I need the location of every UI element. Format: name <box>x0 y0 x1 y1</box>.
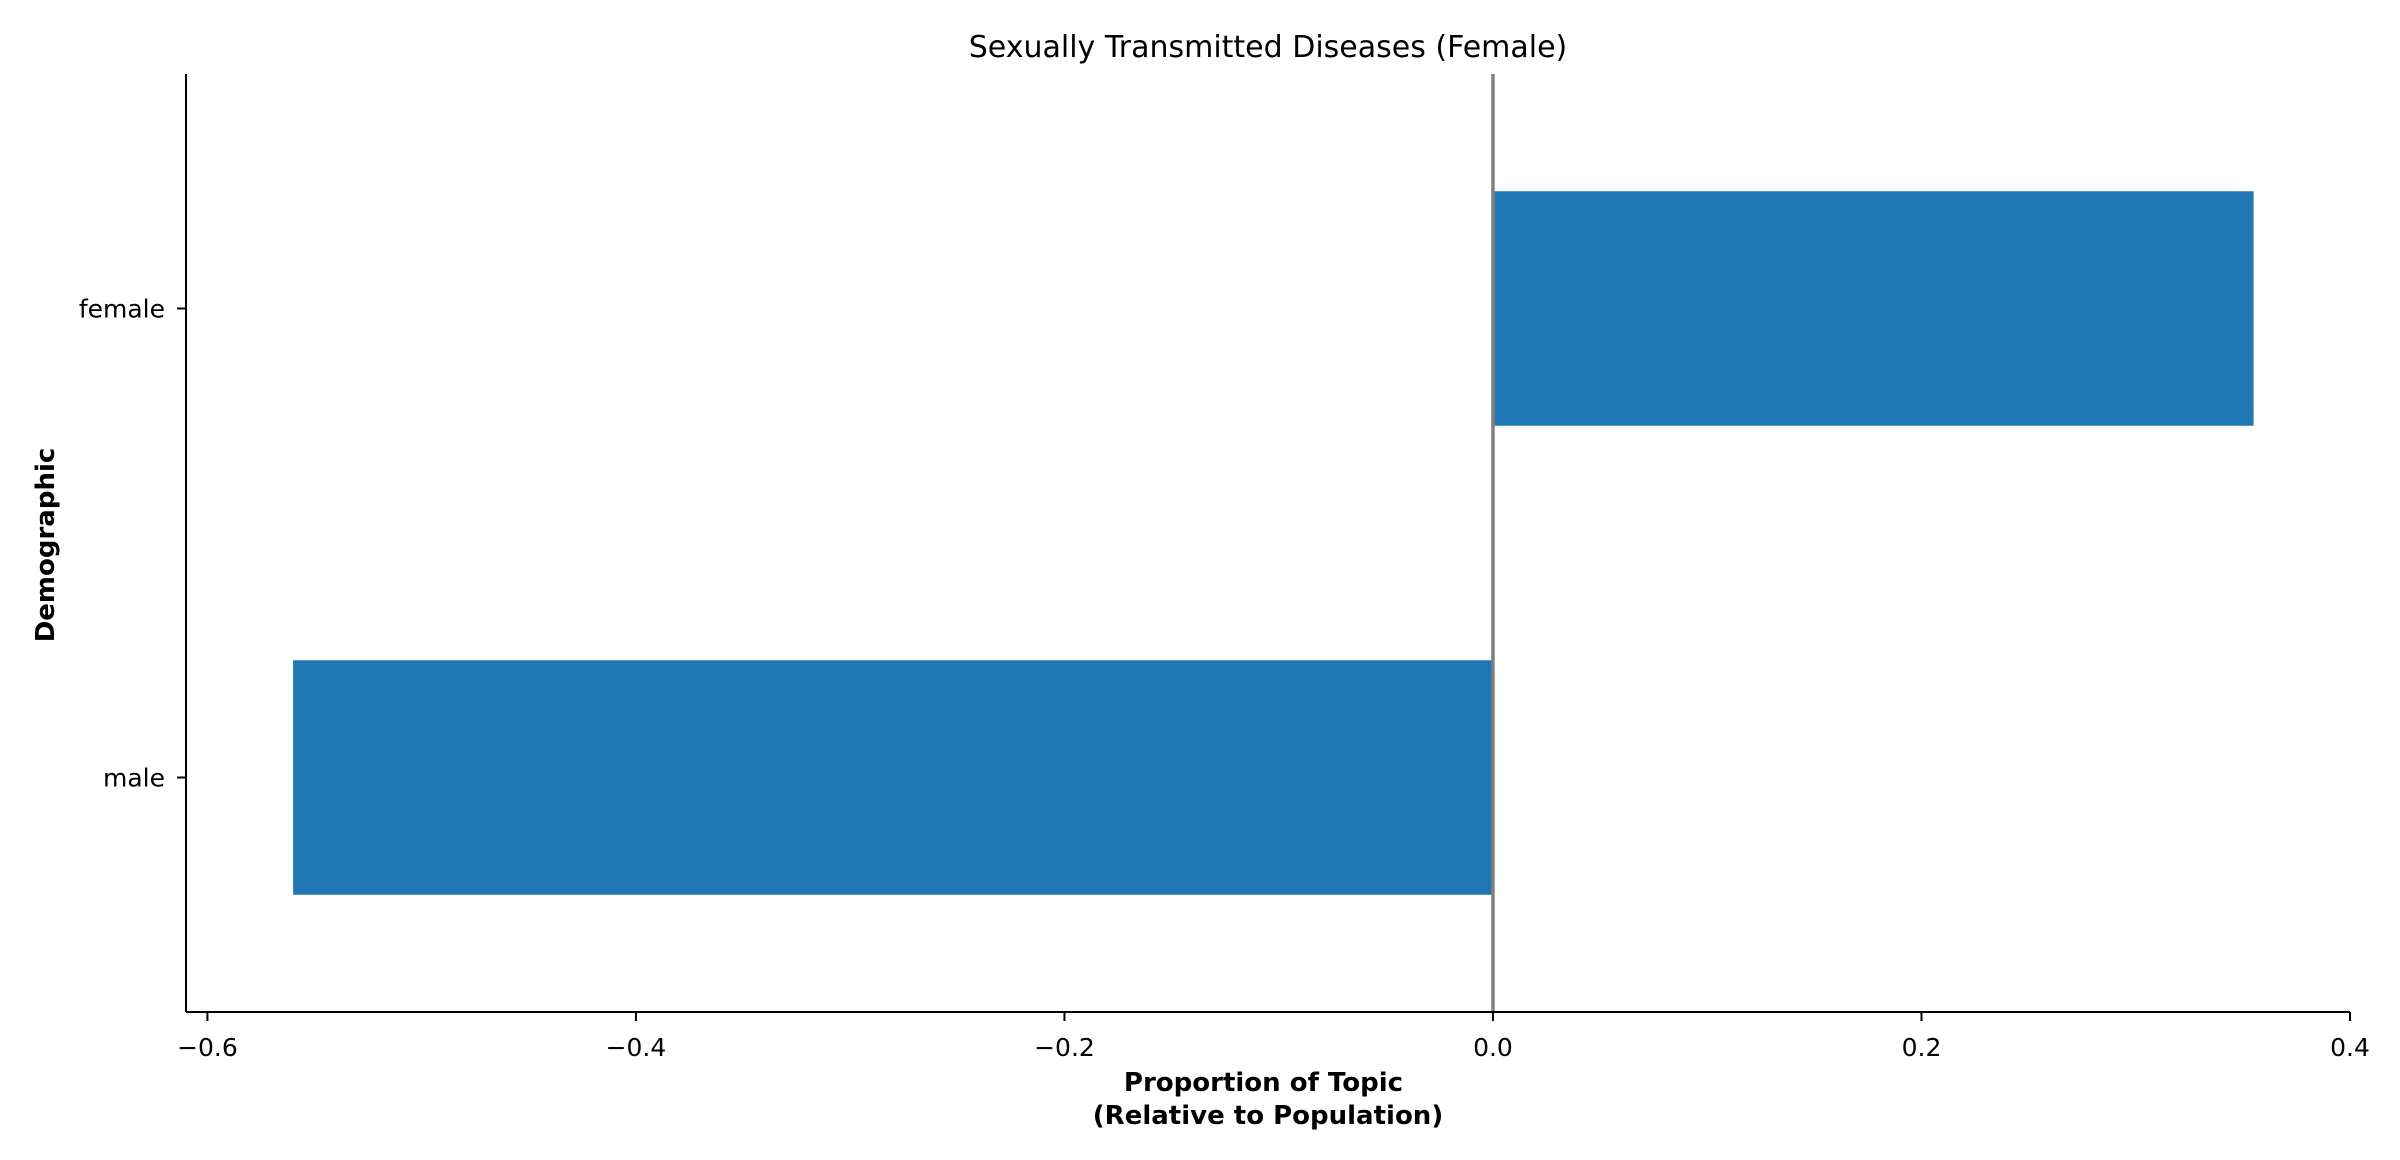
y-axis-ticks: female male <box>79 295 186 793</box>
y-tick-label-male: male <box>103 764 165 793</box>
y-axis-label: Demographic <box>31 448 61 643</box>
x-axis-ticks: −0.6 −0.4 −0.2 0.0 0.2 0.4 <box>177 1012 2370 1062</box>
chart-title: Sexually Transmitted Diseases (Female) <box>969 30 1568 65</box>
x-tick-label: −0.6 <box>177 1033 238 1062</box>
x-axis-label-line-2: (Relative to Population) <box>1093 1101 1443 1131</box>
bars-group <box>293 191 2254 895</box>
x-tick-label: 0.0 <box>1473 1033 1513 1062</box>
x-tick-label: −0.2 <box>1034 1033 1095 1062</box>
bar-male <box>293 660 1493 895</box>
y-tick-label-female: female <box>79 295 165 324</box>
bar-female <box>1492 191 2254 426</box>
x-tick-label: 0.4 <box>2330 1033 2370 1062</box>
x-axis-label-line-1: Proportion of Topic <box>1124 1068 1403 1098</box>
x-tick-label: 0.2 <box>1902 1033 1942 1062</box>
x-axis-label: Proportion of Topic (Relative to Populat… <box>1093 1068 1443 1131</box>
x-tick-label: −0.4 <box>606 1033 667 1062</box>
